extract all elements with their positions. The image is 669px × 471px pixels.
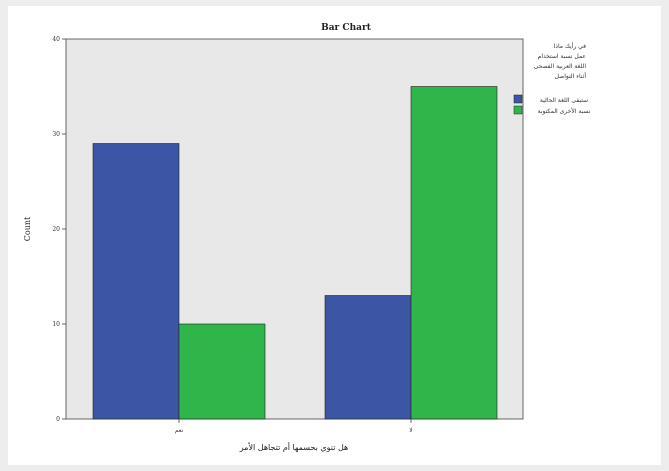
y-tick-label: 10 <box>52 321 60 328</box>
legend-entry-label: نسبة الأخرى المكتوبة <box>538 107 591 115</box>
x-axis: نعم لا <box>175 419 413 434</box>
bar <box>324 295 412 420</box>
y-tick-label: 30 <box>52 131 60 138</box>
legend-title-line: أثناء التواصل <box>555 72 587 80</box>
legend-title-line: اللغة العربية الفصحى <box>534 63 587 70</box>
legend-title-line: في رأيك ماذا <box>554 42 586 50</box>
legend-items: ستبقى اللغة الحالية نسبة الأخرى المكتوبة <box>513 94 591 115</box>
legend: في رأيك ماذا عمل نسبة استخدام اللغة العربي… <box>513 42 591 115</box>
y-tick-label: 20 <box>52 226 60 233</box>
y-tick-label: 0 <box>56 416 60 423</box>
chart-frame: Bar Chart Count هل تنوي بحسمها أم تتجاهل… <box>8 6 661 465</box>
legend-title: في رأيك ماذا عمل نسبة استخدام اللغة العربي… <box>534 42 587 80</box>
bar-chart: Bar Chart Count هل تنوي بحسمها أم تتجاهل… <box>23 23 591 452</box>
chart-title: Bar Chart <box>321 23 372 33</box>
legend-entry-label: ستبقى اللغة الحالية <box>540 97 588 104</box>
bar <box>92 143 180 420</box>
legend-swatch <box>513 105 523 115</box>
x-tick-label: لا <box>409 427 412 434</box>
bar <box>178 323 266 420</box>
x-axis-label: هل تنوي بحسمها أم تتجاهل الأمر <box>239 442 348 452</box>
legend-title-line: عمل نسبة استخدام <box>538 53 586 60</box>
bar <box>410 86 498 420</box>
y-axis: 0 10 20 30 40 <box>52 36 66 423</box>
x-tick-label: نعم <box>175 427 184 434</box>
bars-group <box>92 86 498 420</box>
legend-swatch <box>513 94 523 104</box>
y-axis-label: Count <box>23 216 32 241</box>
y-tick-label: 40 <box>52 36 60 43</box>
